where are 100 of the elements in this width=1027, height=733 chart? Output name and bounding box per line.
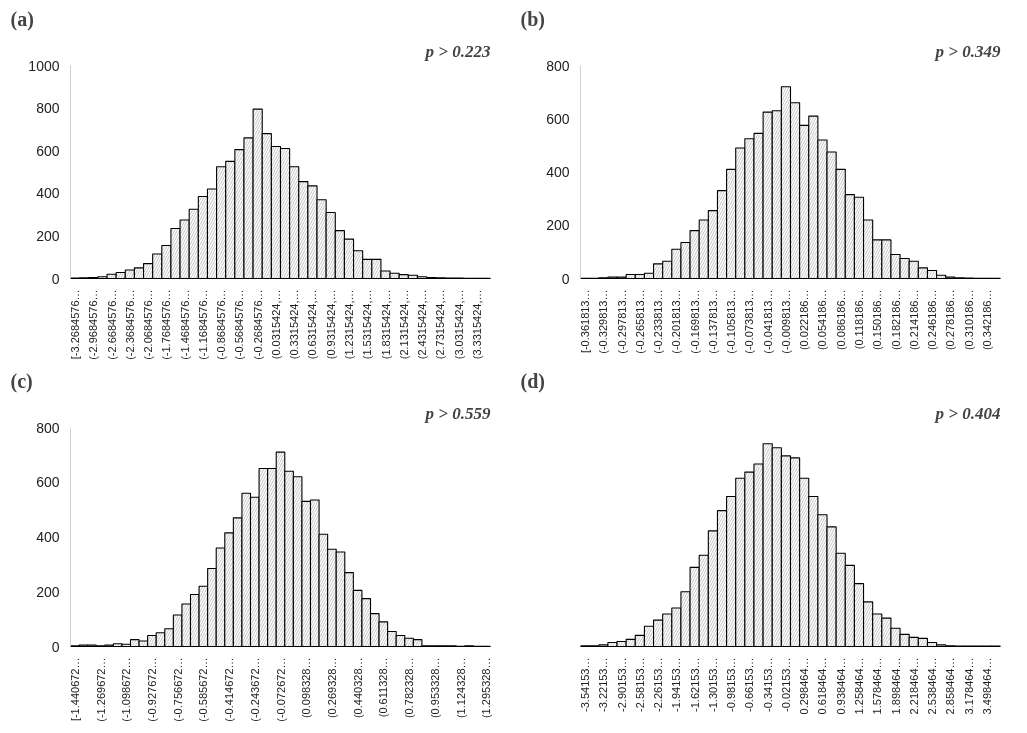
- x-tick-label: (0.086186…: [834, 289, 847, 351]
- x-tick-label: (0.611328…: [377, 657, 390, 718]
- x-tick-label: (0.0315424,…: [269, 289, 282, 360]
- x-tick-label: (-0.233813…: [652, 289, 665, 354]
- y-tick-label: 200: [546, 217, 570, 234]
- x-tick-label: (-0.8684576…: [215, 289, 228, 360]
- x-tick-label: (-0.072672…: [274, 657, 287, 722]
- x-tick-label: (2.1315424,…: [397, 289, 410, 360]
- x-tick-label: (0.246186…: [926, 289, 939, 351]
- x-tick-label: (0.269328…: [325, 657, 338, 719]
- x-tick-label: (1.8315424,…: [379, 289, 392, 360]
- x-tick-label: (1.2315424,…: [342, 289, 355, 360]
- x-tick-label: (0.098328…: [300, 657, 313, 719]
- x-tick-label: (-1.098672…: [120, 657, 133, 722]
- x-tick-label: 1.578464…: [871, 657, 884, 715]
- x-tick-label: (-0.009813…: [779, 289, 792, 354]
- x-tick-label: (-0.927672…: [145, 657, 158, 722]
- x-tick-label: 2.858464…: [944, 657, 957, 715]
- x-tick-label: (-0.585672…: [197, 657, 210, 722]
- y-tick-label: 0: [51, 638, 60, 655]
- x-tick-label: 2.218464…: [907, 657, 920, 715]
- y-tick-label: 400: [546, 164, 570, 180]
- x-tick-label: 3.178464…: [962, 657, 975, 715]
- x-tick-label: 3.498464…: [980, 657, 993, 715]
- x-tick-label: (0.182186…: [889, 289, 902, 351]
- x-tick-label: (-2.6684576…: [105, 289, 118, 360]
- x-tick-label: (2.7315424,…: [434, 289, 447, 360]
- y-tick-label: 200: [36, 227, 60, 244]
- x-tick-label: (0.310186…: [962, 289, 975, 351]
- x-tick-label: (0.022186…: [798, 289, 811, 351]
- x-tick-label: (-0.265813…: [633, 289, 646, 354]
- chart-title: (d): [520, 369, 545, 393]
- text: p > 0.404: [933, 403, 1001, 423]
- x-tick-label: (3.3315424,…: [470, 289, 483, 360]
- x-tick-label: (-1.1684576…: [196, 289, 209, 360]
- x-tick-label: -0.34153…: [761, 657, 774, 712]
- x-tick-label: (-1.269672…: [94, 657, 107, 722]
- x-tick-label: -2.26153…: [652, 657, 665, 712]
- x-tick-label: (0.342186…: [980, 289, 993, 351]
- x-tick-label: -1.94153…: [670, 657, 683, 712]
- x-tick-label: (0.054186…: [816, 289, 829, 351]
- x-tick-label: (-0.105813…: [725, 289, 738, 354]
- y-tick-label: 200: [36, 583, 60, 600]
- x-tick-label: 2.538464…: [926, 657, 939, 715]
- y-tick-label: 0: [561, 270, 570, 287]
- text: p > 0.349: [933, 41, 1001, 61]
- x-tick-label: (-0.297813…: [615, 289, 628, 354]
- x-tick-label: (-0.169813…: [688, 289, 701, 354]
- x-tick-label: (-0.5684576…: [233, 289, 246, 360]
- y-tick-label: 1000: [28, 57, 60, 74]
- y-tick-label: 600: [546, 110, 570, 127]
- x-tick-label: (-0.073813…: [743, 289, 756, 354]
- y-tick-label: 400: [36, 185, 60, 202]
- x-tick-label: (0.953328…: [428, 657, 441, 719]
- x-tick-label: -0.02153…: [779, 657, 792, 712]
- x-tick-label: -1.62153…: [688, 657, 701, 712]
- y-tick-label: 800: [546, 57, 570, 74]
- x-tick-label: (0.118186…: [852, 289, 865, 350]
- x-tick-label: 1.258464…: [852, 657, 865, 715]
- x-tick-label: [-3.2684576…: [69, 289, 82, 360]
- x-tick-label: (-1.7684576…: [160, 289, 173, 360]
- x-tick-label: (-1.4684576…: [178, 289, 191, 360]
- x-tick-label: (-0.414672…: [223, 657, 236, 722]
- x-tick-label: (0.278186…: [944, 289, 957, 351]
- x-tick-label: (-0.243672…: [248, 657, 261, 722]
- chart-title: (b): [520, 7, 545, 31]
- x-tick-label: 1.898464…: [889, 657, 902, 715]
- x-tick-label: -2.90153…: [615, 657, 628, 712]
- x-tick-label: -2.58153…: [633, 657, 646, 712]
- x-tick-label: (3.0315424,…: [452, 289, 465, 360]
- x-tick-label: (1.5315424,…: [361, 289, 374, 360]
- x-tick-label: (0.3315424,…: [288, 289, 301, 360]
- y-tick-label: 600: [36, 142, 60, 159]
- x-tick-label: -0.98153…: [725, 657, 738, 712]
- x-tick-label: (-2.0684576…: [142, 289, 155, 360]
- x-tick-label: -3.54153…: [579, 657, 592, 712]
- x-tick-label: (0.150186…: [871, 289, 884, 351]
- x-tick-label: (1.124328…: [454, 657, 467, 719]
- x-tick-label: [-1.440672…: [68, 657, 81, 722]
- x-tick-label: 0.618464…: [816, 657, 829, 715]
- x-tick-label: (1.295328…: [480, 657, 493, 719]
- x-tick-label: (-2.9684576…: [87, 289, 100, 360]
- x-tick-label: [-0.361813…: [579, 289, 592, 354]
- x-tick-label: (0.6315424,…: [306, 289, 319, 360]
- text: p > 0.223: [423, 41, 491, 61]
- y-tick-label: 800: [36, 100, 60, 117]
- x-tick-label: 0.938464…: [834, 657, 847, 715]
- x-tick-label: (2.4315424,…: [416, 289, 429, 360]
- x-tick-label: (-2.3684576…: [123, 289, 136, 360]
- x-tick-label: (0.9315424,…: [324, 289, 337, 360]
- text: p > 0.559: [423, 403, 491, 423]
- y-tick-label: 0: [51, 270, 60, 287]
- chart-title: (a): [10, 7, 34, 31]
- y-tick-label: 400: [36, 529, 60, 545]
- x-tick-label: (-0.329813…: [597, 289, 610, 354]
- x-tick-label: -0.66153…: [743, 657, 756, 712]
- x-tick-label: -1.30153…: [706, 657, 719, 712]
- x-tick-label: (0.214186…: [907, 289, 920, 351]
- x-tick-label: (0.782328…: [403, 657, 416, 719]
- x-tick-label: (-0.041813…: [761, 289, 774, 354]
